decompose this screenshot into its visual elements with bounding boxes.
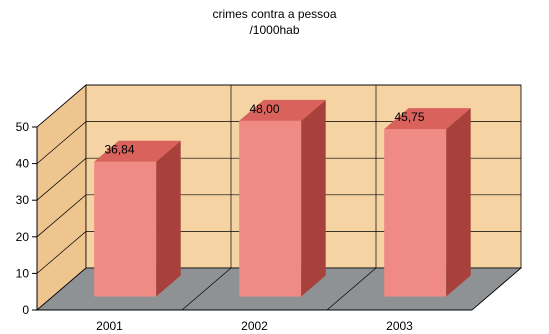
chart-subtitle: /1000hab (249, 23, 300, 37)
y-tick-label: 40 (16, 157, 30, 171)
data-label: 45,75 (394, 110, 424, 124)
y-tick-label: 30 (16, 193, 30, 207)
floor-divider (181, 267, 232, 311)
data-label: 48,00 (249, 102, 279, 116)
floor-divider (326, 267, 377, 311)
bar-side (301, 99, 326, 297)
x-tick-label: 2002 (241, 319, 268, 333)
data-label: 36,84 (104, 143, 134, 157)
x-tick-label: 2001 (96, 319, 123, 333)
floor-divider (471, 267, 522, 311)
bar (94, 161, 157, 297)
bar-side (156, 140, 181, 297)
bar-side (446, 108, 471, 297)
y-tick-label: 0 (22, 303, 29, 317)
y-tick-label: 20 (16, 230, 30, 244)
bar (239, 120, 302, 297)
x-tick-label: 2003 (386, 319, 413, 333)
y-tick-label: 10 (16, 266, 30, 280)
floor-divider (36, 267, 87, 311)
y-tick-label: 50 (16, 120, 30, 134)
bar-top (384, 108, 471, 130)
bar (384, 129, 447, 297)
chart-title: crimes contra a pessoa (212, 7, 337, 21)
bar-top (94, 140, 181, 162)
bar-top (239, 99, 326, 121)
